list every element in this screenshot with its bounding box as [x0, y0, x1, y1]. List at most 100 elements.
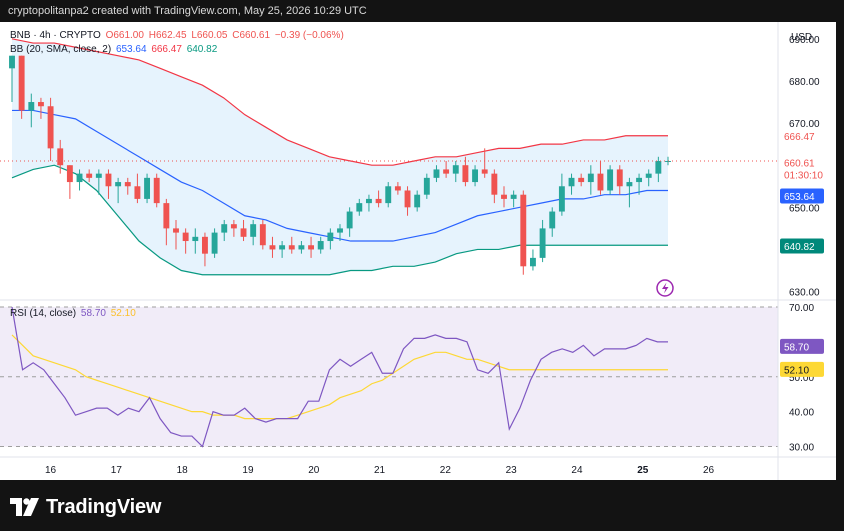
rsi-legend-label[interactable]: RSI (14, close): [10, 308, 77, 319]
candle[interactable]: [250, 219, 257, 246]
candle[interactable]: [394, 182, 401, 195]
candle[interactable]: [452, 161, 459, 183]
candle[interactable]: [375, 190, 382, 208]
candle[interactable]: [472, 165, 479, 187]
candle[interactable]: [201, 232, 208, 267]
chart-area[interactable]: 690.00680.00670.00650.00630.0070.0060.00…: [0, 22, 836, 480]
candle[interactable]: [626, 177, 633, 208]
candle[interactable]: [76, 169, 83, 191]
candle[interactable]: [404, 186, 411, 216]
candle[interactable]: [28, 93, 35, 128]
candle[interactable]: [317, 236, 324, 254]
candle[interactable]: [501, 186, 507, 208]
rsi-legend: RSI (14, close) 58.70 52.10: [10, 308, 138, 319]
candle[interactable]: [47, 97, 54, 161]
candle[interactable]: [558, 173, 565, 216]
candle[interactable]: [510, 190, 517, 208]
chart-canvas[interactable]: 690.00680.00670.00650.00630.0070.0060.00…: [0, 22, 836, 480]
currency-label[interactable]: USD: [791, 32, 812, 43]
candle-body: [298, 245, 305, 250]
candle-body: [539, 228, 546, 258]
candle[interactable]: [539, 219, 546, 263]
candle[interactable]: [269, 236, 276, 258]
bb-lower-tag-bg: [780, 238, 824, 254]
candle-body: [269, 245, 276, 250]
candle[interactable]: [433, 165, 440, 183]
candle[interactable]: [173, 219, 179, 250]
candle[interactable]: [337, 224, 343, 242]
candle-body: [491, 173, 498, 195]
candle[interactable]: [18, 55, 25, 119]
candle[interactable]: [192, 228, 199, 254]
candle[interactable]: [153, 173, 160, 208]
lightning-icon[interactable]: [656, 279, 674, 297]
candle[interactable]: [636, 173, 643, 195]
candle-body: [568, 177, 575, 187]
symbol-label[interactable]: BNB · 4h · CRYPTO: [10, 30, 101, 41]
candle[interactable]: [385, 182, 392, 208]
candle[interactable]: [645, 169, 652, 187]
candle-body: [636, 177, 643, 183]
price-legend: BNB · 4h · CRYPTO O661.00 H662.45 L660.0…: [10, 30, 346, 41]
candle[interactable]: [587, 165, 594, 195]
candle[interactable]: [182, 228, 189, 254]
candle[interactable]: [356, 198, 363, 216]
price-tick-label: 690.00: [789, 35, 820, 46]
bb-lower-value: 640.82: [186, 44, 218, 55]
candle-body: [501, 194, 507, 199]
candle[interactable]: [163, 198, 170, 246]
candle[interactable]: [365, 194, 372, 212]
candle[interactable]: [95, 169, 102, 195]
candle[interactable]: [423, 173, 430, 199]
rsi-tick-label: 50.00: [789, 373, 814, 384]
time-tick-label: 25: [637, 465, 649, 476]
candle[interactable]: [57, 139, 64, 174]
candle[interactable]: [144, 173, 151, 204]
candle[interactable]: [134, 173, 141, 204]
rsi-line: [11, 306, 668, 448]
candle-body: [86, 173, 93, 178]
candle-body: [240, 228, 247, 237]
bb-legend-label[interactable]: BB (20, SMA, close, 2): [10, 44, 112, 55]
candle[interactable]: [520, 190, 527, 275]
candle[interactable]: [115, 177, 122, 204]
candle-body: [308, 245, 315, 250]
candle[interactable]: [259, 219, 266, 250]
candle[interactable]: [327, 228, 334, 250]
candle[interactable]: [491, 169, 498, 204]
candle[interactable]: [346, 207, 353, 237]
candle[interactable]: [230, 219, 237, 237]
candle[interactable]: [607, 165, 614, 195]
candle[interactable]: [481, 148, 488, 178]
candle[interactable]: [86, 169, 93, 183]
candle[interactable]: [462, 156, 469, 187]
rsi-tag: 58.70: [784, 342, 809, 353]
candle-body: [76, 173, 83, 183]
candle[interactable]: [597, 161, 604, 195]
candle[interactable]: [568, 173, 575, 195]
candle[interactable]: [549, 207, 556, 237]
candle[interactable]: [124, 177, 131, 195]
candle[interactable]: [529, 249, 536, 271]
candle-body: [414, 194, 421, 208]
candle[interactable]: [221, 219, 228, 242]
footer-bar: [0, 480, 844, 531]
candle-body: [472, 169, 479, 183]
candle[interactable]: [66, 165, 73, 199]
candle[interactable]: [105, 169, 112, 199]
candle[interactable]: [655, 156, 662, 183]
candle[interactable]: [298, 241, 305, 254]
candle-body: [163, 203, 170, 229]
candle[interactable]: [308, 236, 315, 258]
candle[interactable]: [288, 236, 295, 254]
candle[interactable]: [616, 165, 623, 195]
candle[interactable]: [240, 219, 247, 242]
candle[interactable]: [37, 97, 44, 119]
candle[interactable]: [9, 55, 15, 103]
candle[interactable]: [578, 173, 585, 187]
candle-body: [95, 173, 102, 178]
candle[interactable]: [443, 161, 450, 178]
candle[interactable]: [279, 241, 286, 258]
candle[interactable]: [211, 228, 218, 258]
candle[interactable]: [414, 190, 421, 212]
